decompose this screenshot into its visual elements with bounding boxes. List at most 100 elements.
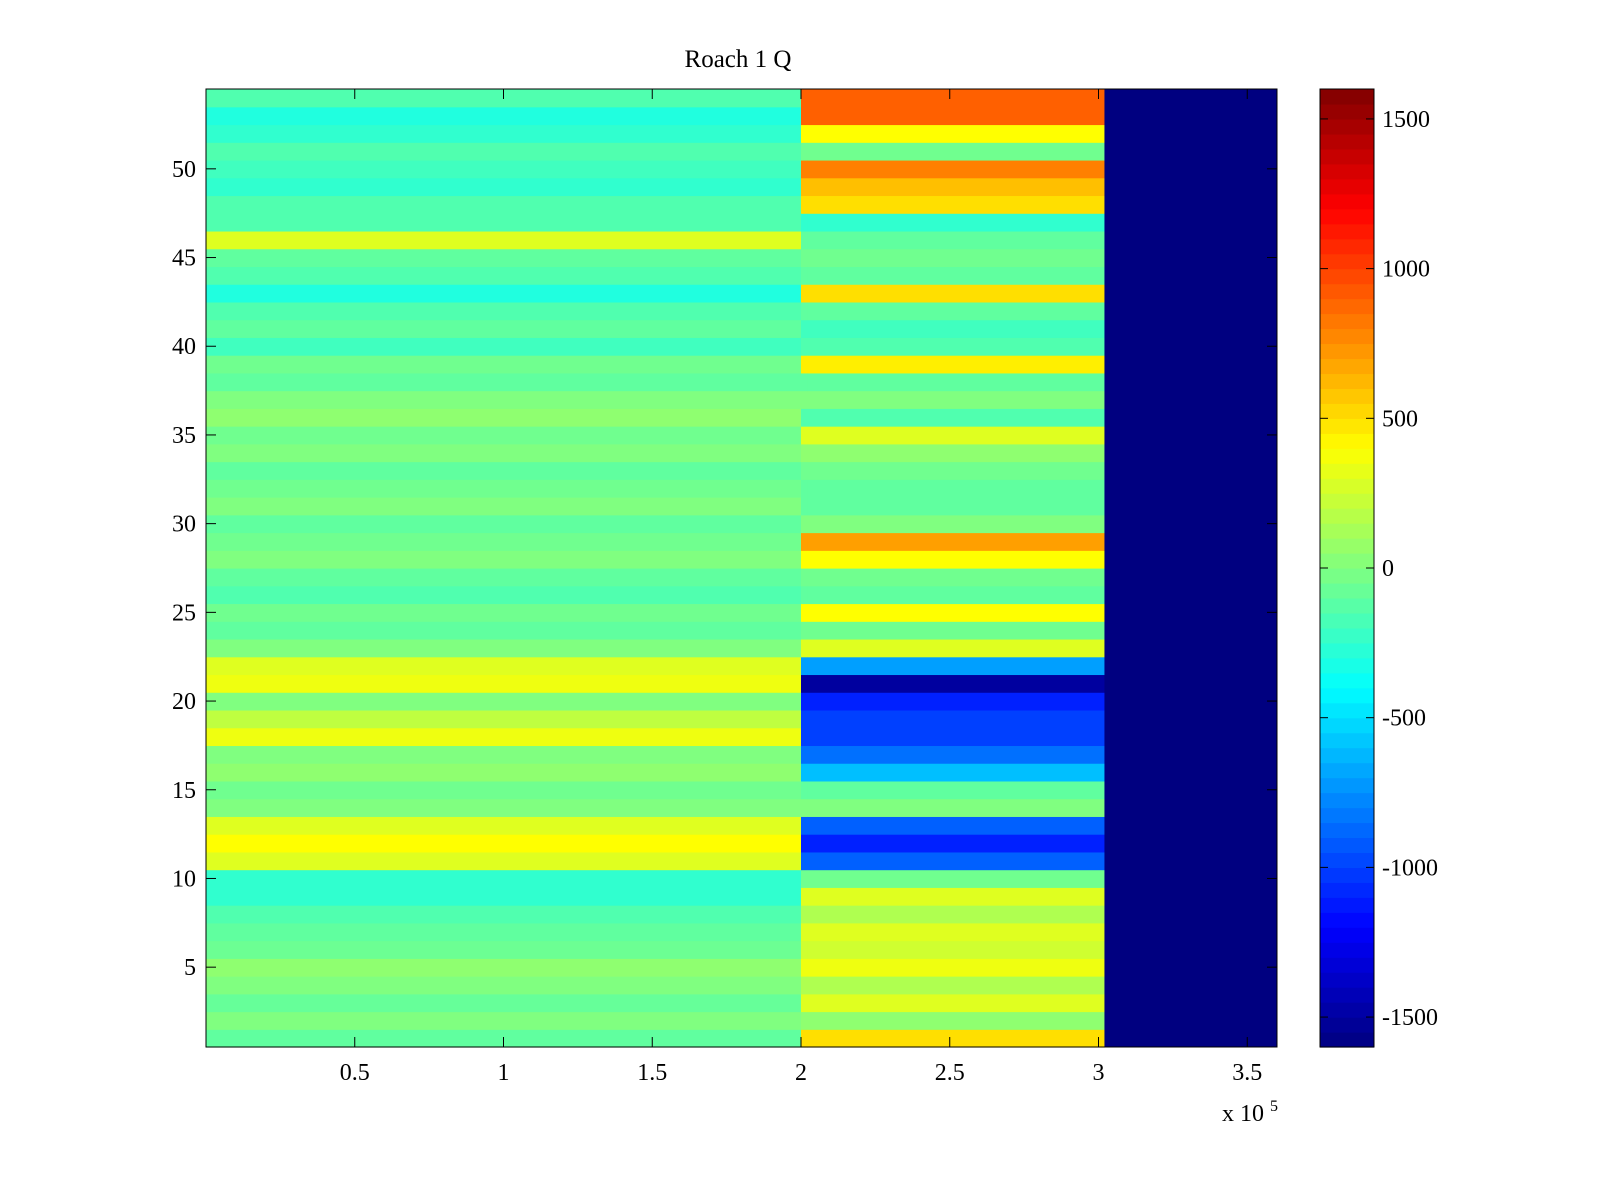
heatmap-cell-transition-row-23 [801, 638, 808, 658]
heatmap-cell-transition-row-26 [801, 585, 808, 605]
heatmap-cell-after-row-25 [806, 603, 1106, 622]
y-tick-label: 10 [172, 866, 196, 892]
heatmap-cell-before-row-7 [206, 922, 802, 942]
colorbar-band [1320, 253, 1374, 270]
colorbar-band [1320, 717, 1374, 734]
heatmap-cell-after-row-30 [806, 514, 1106, 534]
colorbar-band [1320, 792, 1374, 809]
heatmap-cell-before-row-18 [206, 727, 802, 747]
colorbar-band [1320, 448, 1374, 464]
colorbar-band [1320, 867, 1374, 883]
heatmap-cell-before-row-30 [206, 514, 802, 534]
heatmap-cell-before-row-8 [206, 905, 802, 924]
colorbar-band [1320, 208, 1374, 225]
heatmap-cell-before-row-42 [206, 301, 802, 321]
colorbar-tick-label: -1500 [1382, 1005, 1438, 1031]
heatmap-cell-transition-row-10 [801, 869, 808, 888]
heatmap-cell-before-row-15 [206, 780, 802, 800]
heatmap-cell-after-row-40 [806, 337, 1106, 356]
colorbar-band [1320, 418, 1374, 434]
colorbar-band [1320, 148, 1374, 165]
x-tick-label: 1 [498, 1060, 510, 1086]
heatmap-cell-transition-row-31 [801, 497, 808, 516]
heatmap-cell-transition-row-6 [801, 940, 808, 959]
heatmap-cell-transition-row-1 [801, 1029, 808, 1048]
colorbar-band [1320, 1002, 1374, 1018]
heatmap-cell-before-row-45 [206, 248, 802, 268]
axes-frame [205, 88, 1278, 1048]
heatmap-cell-before-row-22 [206, 656, 802, 676]
heatmap-cell-transition-row-28 [801, 550, 808, 569]
y-tick-label: 50 [172, 157, 196, 183]
heatmap-cell-transition-row-32 [801, 479, 808, 498]
heatmap-cell-after-row-49 [806, 177, 1106, 197]
heatmap-cell-after-row-21 [806, 674, 1106, 693]
heatmap-cell-after-row-4 [806, 976, 1106, 995]
colorbar-band [1320, 597, 1374, 614]
heatmap-cell-after-row-26 [806, 585, 1106, 605]
heatmap-cell-after-row-2 [806, 1011, 1106, 1030]
heatmap-cell-before-row-29 [206, 532, 802, 551]
heatmap-cell-before-row-3 [206, 993, 802, 1013]
colorbar-band [1320, 927, 1374, 943]
heatmap-cell-before-row-27 [206, 568, 802, 587]
heatmap-cell-before-row-12 [206, 834, 802, 853]
colorbar-band [1320, 568, 1374, 584]
heatmap-cell-transition-row-16 [801, 763, 808, 782]
heatmap-cell-after-row-48 [806, 195, 1106, 214]
colorbar-band [1320, 403, 1374, 419]
y-tick-label: 15 [172, 778, 196, 804]
y-tick-label: 35 [172, 423, 196, 449]
colorbar-band [1320, 882, 1374, 898]
heatmap-cell-transition-row-47 [801, 213, 808, 232]
heatmap-cell-after-row-31 [806, 497, 1106, 516]
heatmap-cell-transition-row-21 [801, 674, 808, 693]
heatmap-cell-after-row-54 [806, 89, 1106, 108]
heatmap-cell-transition-row-8 [801, 905, 808, 924]
colorbar-band [1320, 612, 1374, 629]
heatmap-cell-after-row-52 [806, 124, 1106, 143]
colorbar-tick-label: 1500 [1382, 107, 1430, 133]
heatmap-cell-after-row-7 [806, 922, 1106, 942]
heatmap-cell-after-row-22 [806, 656, 1106, 676]
heatmap-cell-before-row-13 [206, 816, 802, 835]
heatmap-cell-after-row-46 [806, 230, 1106, 250]
y-axis: 5 10 15 20 25 30 35 40 45 50 [172, 157, 1277, 981]
colorbar-gradient [1320, 89, 1374, 1048]
heatmap-cell-before-row-33 [206, 461, 802, 480]
heatmap-cell-before-row-9 [206, 887, 802, 906]
heatmap-cell-before-row-14 [206, 798, 802, 817]
heatmap-cell-after-row-38 [806, 372, 1106, 392]
heatmap-cell-after-row-36 [806, 408, 1106, 427]
heatmap-cell-after-row-13 [806, 816, 1106, 835]
heatmap-cell-after-row-27 [806, 568, 1106, 587]
heatmap-cell-after-row-24 [806, 621, 1106, 640]
colorbar-band [1320, 163, 1374, 180]
heatmap-cell-after-row-47 [806, 213, 1106, 232]
heatmap-cell-before-row-37 [206, 390, 802, 409]
heatmap-cell-transition-row-17 [801, 745, 808, 764]
heatmap-cell-before-row-19 [206, 709, 802, 729]
heatmap-cell-before-row-10 [206, 869, 802, 888]
colorbar-band [1320, 463, 1374, 479]
colorbar-band [1320, 433, 1374, 449]
heatmap-cell-transition-row-30 [801, 514, 808, 534]
heatmap-cell-before-row-21 [206, 674, 802, 693]
heatmap-cells [206, 89, 1277, 1048]
colorbar-tick-label: 500 [1382, 406, 1418, 432]
heatmap-cell-after-row-32 [806, 479, 1106, 498]
heatmap-cell-after-row-14 [806, 798, 1106, 817]
heatmap-cell-transition-row-20 [801, 692, 808, 711]
colorbar-tick-label: -500 [1382, 706, 1426, 732]
colorbar-band [1320, 672, 1374, 689]
heatmap-cell-transition-row-37 [801, 390, 808, 409]
heatmap-cell-after-row-12 [806, 834, 1106, 853]
colorbar-band [1320, 1017, 1374, 1033]
heatmap-cell-transition-row-53 [801, 106, 808, 126]
heatmap-cell-after-row-39 [806, 355, 1106, 374]
heatmap-cell-before-row-26 [206, 585, 802, 605]
heatmap-cell-transition-row-13 [801, 816, 808, 835]
heatmap-cell-transition-row-54 [801, 89, 808, 108]
heatmap-cell-before-row-50 [206, 159, 802, 179]
